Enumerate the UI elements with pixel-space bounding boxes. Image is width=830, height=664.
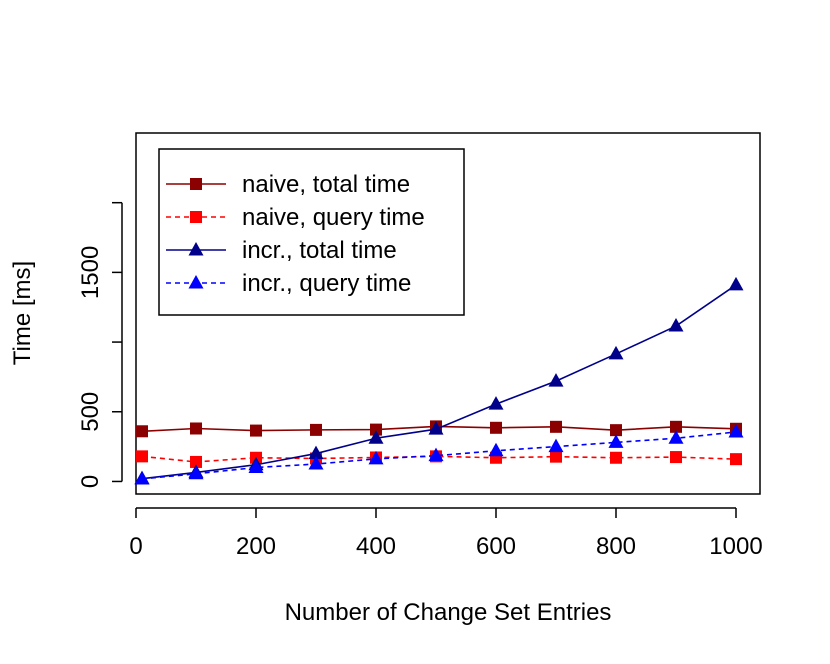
legend-label: incr., query time bbox=[242, 270, 411, 297]
data-point bbox=[610, 451, 622, 464]
legend-marker bbox=[188, 275, 204, 289]
data-point bbox=[308, 456, 324, 470]
data-point bbox=[368, 450, 384, 465]
x-tick-label: 400 bbox=[356, 533, 396, 560]
data-point bbox=[188, 465, 204, 480]
legend-box bbox=[158, 148, 465, 316]
x-tick-label: 0 bbox=[129, 533, 142, 560]
legend-label: incr., total time bbox=[242, 237, 397, 264]
x-tick-label: 800 bbox=[596, 533, 636, 560]
data-point bbox=[136, 425, 148, 438]
data-point bbox=[250, 424, 262, 437]
data-point bbox=[428, 421, 444, 435]
data-point bbox=[428, 447, 444, 462]
legend-marker bbox=[190, 211, 202, 223]
y-tick-label: 0 bbox=[77, 475, 104, 488]
data-point bbox=[548, 438, 564, 453]
data-point bbox=[248, 459, 264, 474]
series-line bbox=[141, 431, 737, 480]
data-point bbox=[190, 455, 202, 468]
data-point bbox=[134, 470, 150, 485]
data-point bbox=[488, 396, 504, 410]
legend-marker bbox=[188, 242, 204, 256]
data-point bbox=[308, 445, 324, 460]
legend: naive, total time naive, query time incr.,… bbox=[158, 148, 465, 316]
data-point bbox=[310, 423, 322, 436]
x-axis-title: Number of Change Set Entries bbox=[285, 599, 612, 626]
legend-marker bbox=[190, 178, 202, 190]
data-point bbox=[550, 450, 562, 463]
y-tick-label: 1500 bbox=[77, 246, 104, 299]
data-point bbox=[670, 451, 682, 464]
data-point bbox=[370, 423, 382, 436]
data-point bbox=[550, 420, 562, 433]
data-point bbox=[730, 453, 742, 466]
data-point bbox=[610, 424, 622, 437]
data-point bbox=[670, 420, 682, 433]
data-point bbox=[490, 421, 502, 434]
data-point bbox=[190, 422, 202, 435]
legend-label: naive, total time bbox=[242, 171, 410, 198]
data-point bbox=[368, 430, 384, 444]
y-axis: 0 500 1500 bbox=[77, 201, 123, 488]
data-point bbox=[728, 276, 744, 291]
data-point bbox=[728, 423, 744, 438]
plot-frame bbox=[135, 132, 761, 495]
series-layer bbox=[134, 276, 744, 485]
data-point bbox=[136, 450, 148, 463]
series-line bbox=[141, 455, 737, 463]
x-tick-label: 200 bbox=[236, 533, 276, 560]
series-3 bbox=[134, 423, 744, 485]
data-point bbox=[668, 318, 684, 332]
x-axis: 0 200 400 600 800 1000 bbox=[129, 507, 763, 560]
data-point bbox=[488, 442, 504, 457]
data-point bbox=[668, 430, 684, 444]
x-tick-label: 1000 bbox=[709, 533, 762, 560]
y-axis-title: Time [ms] bbox=[9, 261, 36, 365]
legend-label: naive, query time bbox=[242, 204, 425, 231]
x-tick-label: 600 bbox=[476, 533, 516, 560]
data-point bbox=[608, 434, 624, 448]
data-point bbox=[608, 345, 624, 360]
y-tick-label: 500 bbox=[77, 392, 104, 432]
data-point bbox=[548, 373, 564, 387]
